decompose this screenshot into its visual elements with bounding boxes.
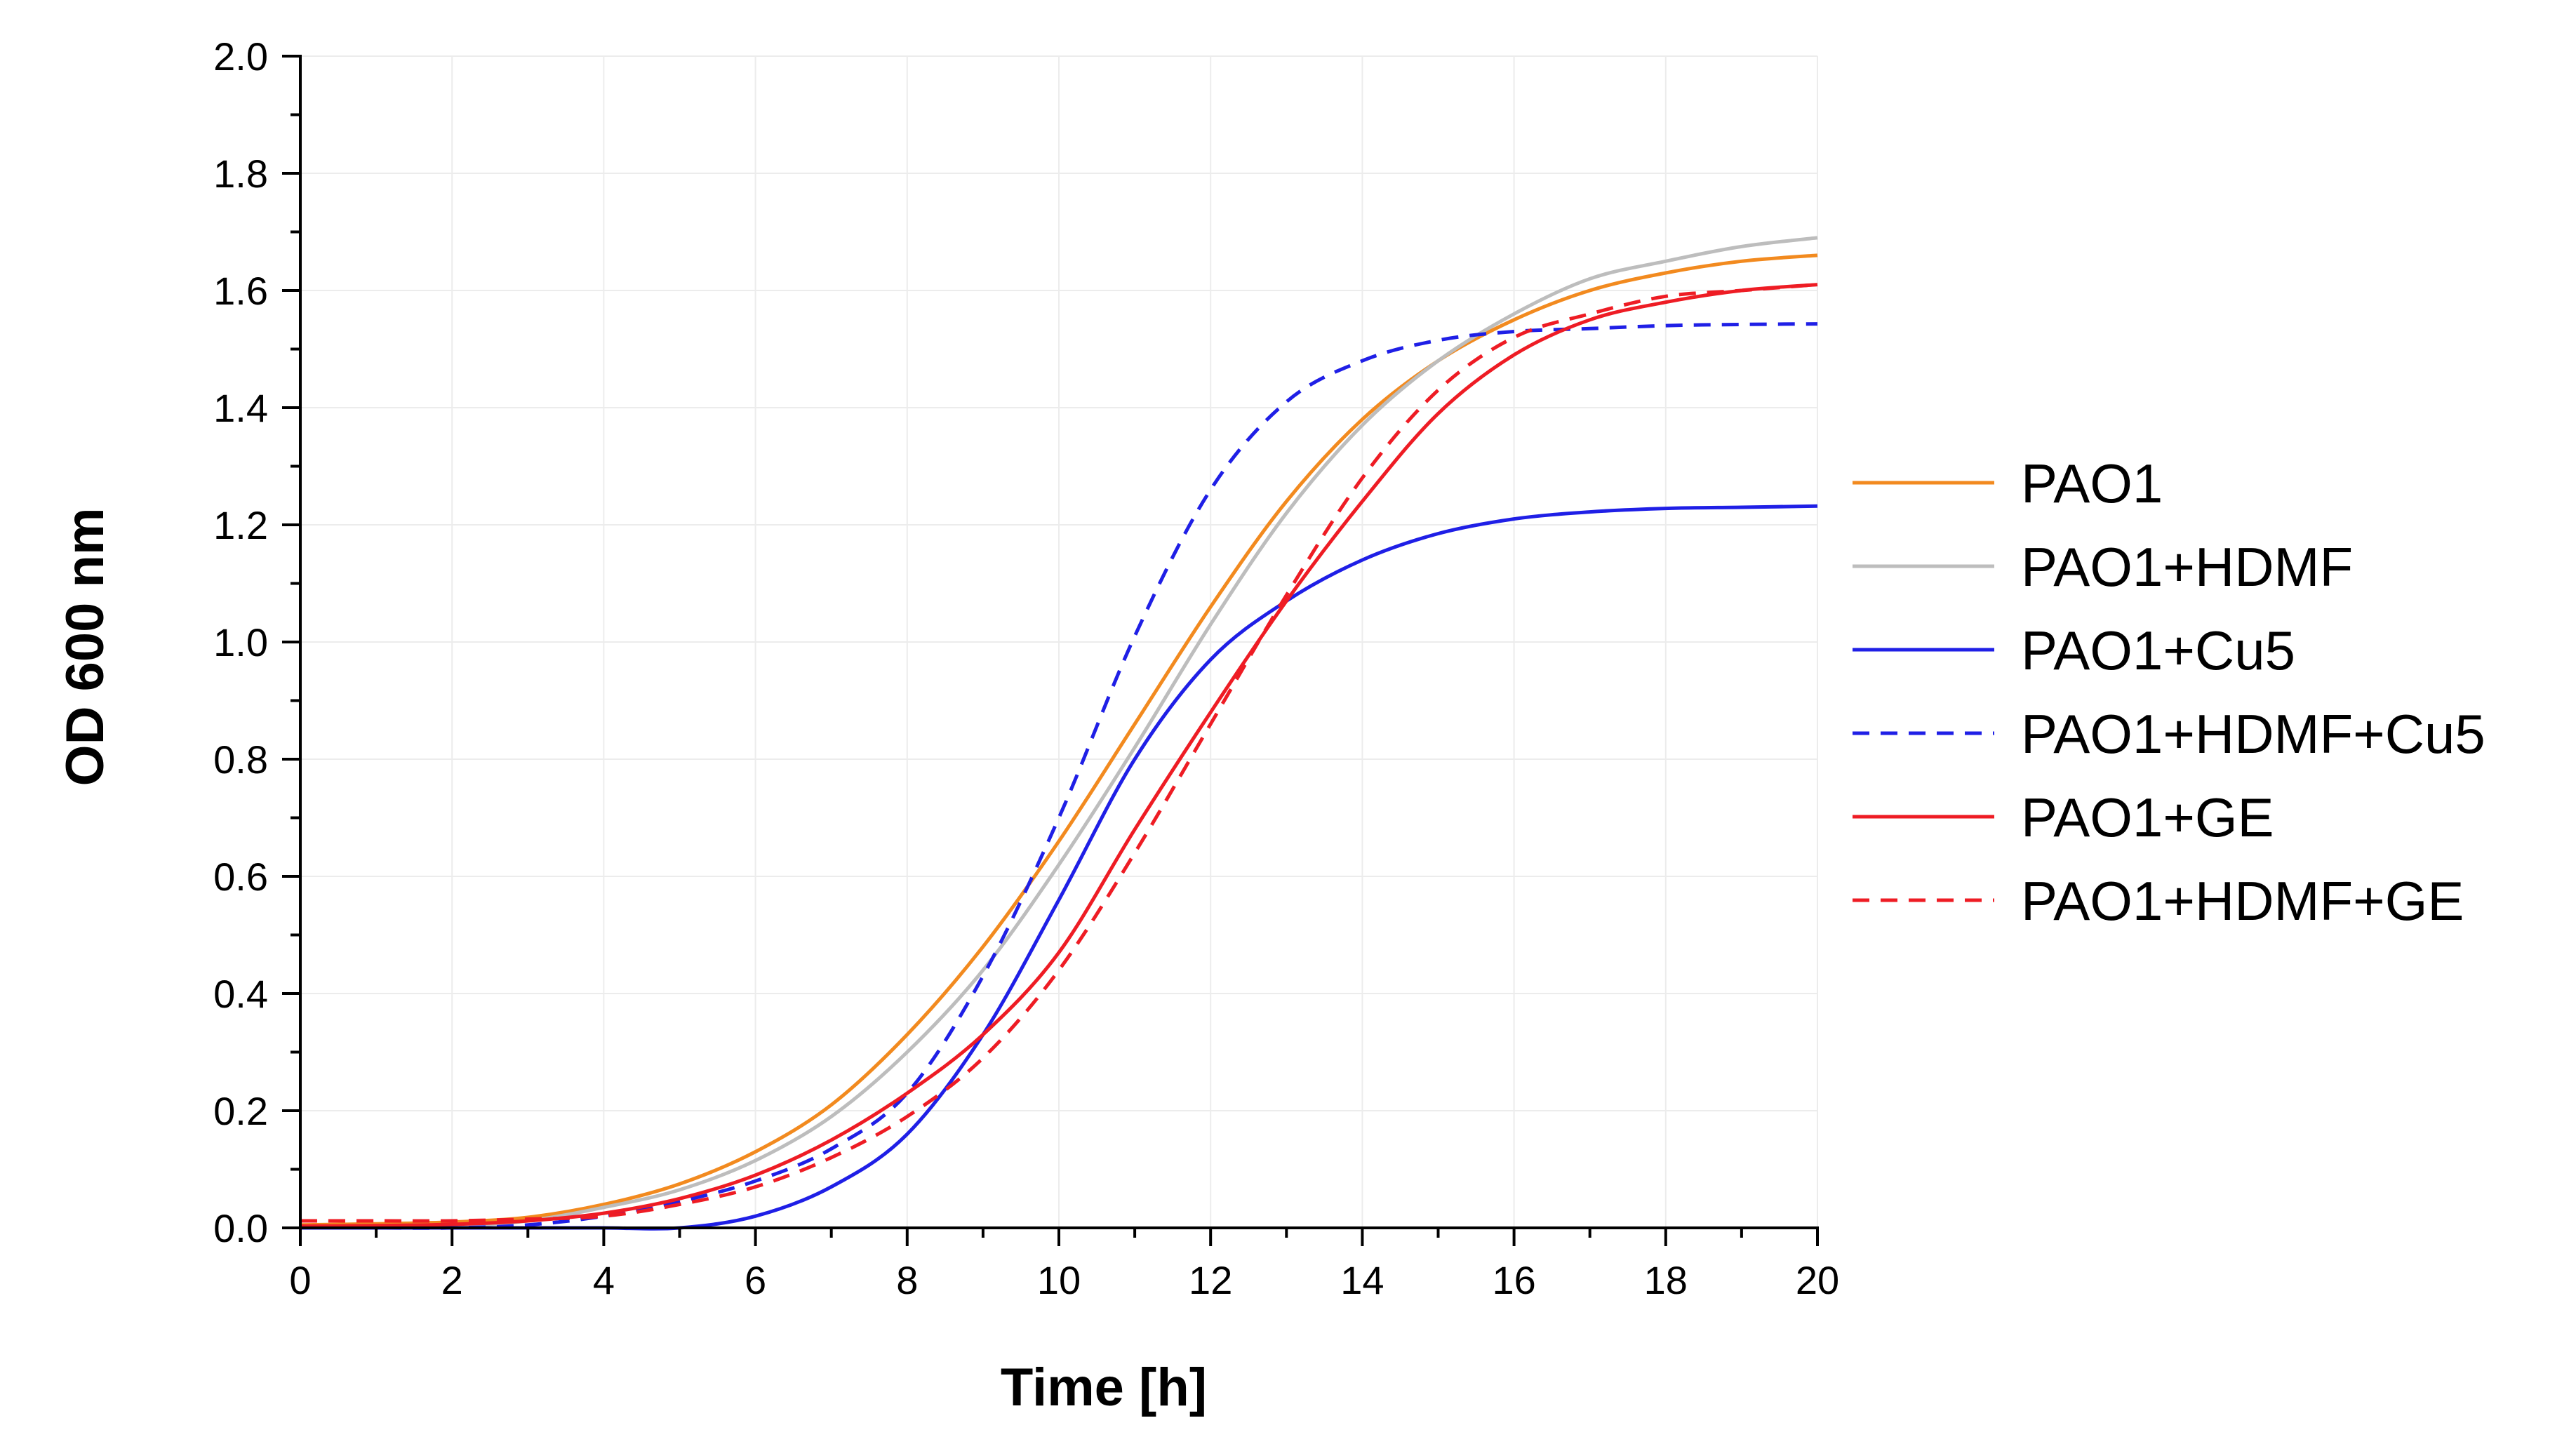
x-tick-label: 10 bbox=[1037, 1258, 1081, 1302]
series-line-pao1 bbox=[300, 253, 1818, 1227]
x-tick-label: 14 bbox=[1340, 1258, 1384, 1302]
x-tick-label: 8 bbox=[896, 1258, 918, 1302]
y-tick-label: 0.2 bbox=[213, 1089, 268, 1133]
grid bbox=[300, 55, 1818, 1228]
legend-label-pao1-hdmf-ge: PAO1+HDMF+GE bbox=[2021, 870, 2464, 932]
tick-labels: 0 2 4 6 8 10 12 14 16 18 20 0.0 0.2 0.4 0.6 0.8 1.0 1.2 1.… bbox=[213, 34, 1839, 1302]
y-tick-label: 1.8 bbox=[213, 152, 268, 196]
axes bbox=[282, 55, 1819, 1246]
x-tick-label: 4 bbox=[593, 1258, 615, 1302]
x-axis-title: Time [h] bbox=[1001, 1358, 1207, 1417]
legend: PAO1 PAO1+HDMF PAO1+Cu5 PAO1+HDMF+Cu5 PAO1+G… bbox=[1853, 453, 2485, 932]
y-tick-label: 0.6 bbox=[213, 855, 268, 899]
legend-label-pao1-hdmf: PAO1+HDMF bbox=[2021, 536, 2353, 598]
x-tick-label: 2 bbox=[441, 1258, 463, 1302]
y-tick-label: 0.0 bbox=[213, 1206, 268, 1250]
x-tick-label: 20 bbox=[1796, 1258, 1839, 1302]
y-tick-label: 2.0 bbox=[213, 34, 268, 79]
y-tick-label: 0.4 bbox=[213, 972, 268, 1016]
series-line-pao1-ge bbox=[300, 283, 1818, 1228]
y-tick-label: 1.2 bbox=[213, 503, 268, 547]
x-tick-label: 16 bbox=[1492, 1258, 1535, 1302]
series-line-pao1-hdmf bbox=[300, 236, 1818, 1230]
y-tick-label: 0.8 bbox=[213, 737, 268, 782]
legend-label-pao1-cu5: PAO1+Cu5 bbox=[2021, 620, 2295, 681]
y-tick-label: 1.6 bbox=[213, 269, 268, 313]
y-tick-label: 1.4 bbox=[213, 386, 268, 430]
x-tick-label: 12 bbox=[1189, 1258, 1232, 1302]
y-tick-label: 1.0 bbox=[213, 620, 268, 664]
series-line-pao1-hdmf-cu5 bbox=[300, 322, 1818, 1230]
y-axis-title: OD 600 nm bbox=[55, 507, 115, 786]
series-lines bbox=[300, 236, 1818, 1231]
x-tick-label: 18 bbox=[1644, 1258, 1688, 1302]
x-tick-label: 6 bbox=[745, 1258, 766, 1302]
legend-label-pao1-ge: PAO1+GE bbox=[2021, 787, 2274, 848]
legend-label-pao1: PAO1 bbox=[2021, 453, 2163, 514]
x-tick-label: 0 bbox=[289, 1258, 311, 1302]
legend-label-pao1-hdmf-cu5: PAO1+HDMF+Cu5 bbox=[2021, 703, 2485, 765]
